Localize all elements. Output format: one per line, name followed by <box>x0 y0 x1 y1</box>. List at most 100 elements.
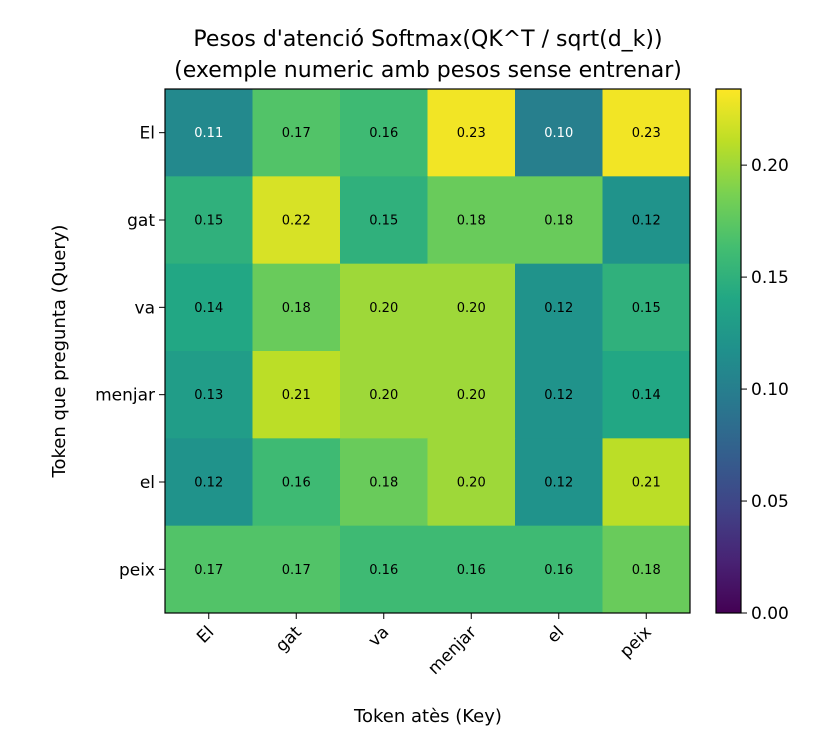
heatmap-cell <box>515 438 603 527</box>
cell-value-label: 0.20 <box>457 476 486 491</box>
heatmap-cell <box>602 351 691 439</box>
cell-value-label: 0.17 <box>282 126 311 141</box>
heatmap-cell <box>252 263 341 352</box>
heatmap-cell <box>602 525 691 614</box>
heatmap-cell <box>340 351 428 439</box>
x-axis-label: Token atès (Key) <box>353 706 502 727</box>
colorbar-tick-label: 0.10 <box>751 380 789 400</box>
cell-value-label: 0.13 <box>194 388 223 403</box>
cell-value-label: 0.20 <box>457 301 486 316</box>
cell-value-label: 0.16 <box>282 476 311 491</box>
cell-value-label: 0.10 <box>544 126 573 141</box>
heatmap-cell <box>515 525 603 614</box>
colorbar-tick-label: 0.05 <box>751 492 789 512</box>
chart-title: Pesos d'atenció Softmax(QK^T / sqrt(d_k)… <box>193 27 662 52</box>
cell-value-label: 0.12 <box>632 214 661 229</box>
cell-value-label: 0.16 <box>457 563 486 578</box>
heatmap-cells <box>165 89 691 614</box>
cell-value-label: 0.14 <box>632 388 661 403</box>
y-axis-label: Token que pregunta (Query) <box>49 225 70 479</box>
y-tick-label: menjar <box>95 386 155 406</box>
x-tick-label: menjar <box>424 622 481 679</box>
cell-value-label: 0.20 <box>369 388 398 403</box>
colorbar-tick-label: 0.20 <box>751 156 789 176</box>
y-tick-label: El <box>140 124 155 144</box>
cell-value-label: 0.15 <box>369 214 398 229</box>
heatmap-cell <box>165 263 253 352</box>
heatmap-cell <box>515 89 603 177</box>
heatmap-cell <box>602 263 691 352</box>
heatmap-cell <box>252 438 341 527</box>
heatmap-cell <box>252 89 341 177</box>
heatmap-cell <box>427 176 516 265</box>
heatmap-cell-labels: 0.11 0.17 0.16 0.23 0.10 0.23 0.15 0.22 0.15 0.18… <box>194 126 660 578</box>
y-tick-label: el <box>140 473 155 493</box>
cell-value-label: 0.16 <box>369 126 398 141</box>
cell-value-label: 0.17 <box>282 563 311 578</box>
heatmap-cell <box>427 525 516 614</box>
cell-value-label: 0.20 <box>369 301 398 316</box>
cell-value-label: 0.18 <box>632 563 661 578</box>
heatmap-cell <box>515 351 603 439</box>
heatmap-cell <box>427 263 516 352</box>
x-tick-label: peix <box>616 622 656 662</box>
cell-value-label: 0.22 <box>282 214 311 229</box>
cell-value-label: 0.20 <box>457 388 486 403</box>
cell-value-label: 0.18 <box>544 214 573 229</box>
cell-value-label: 0.21 <box>282 388 311 403</box>
colorbar-tick-label: 0.15 <box>751 268 789 288</box>
heatmap-cell <box>252 351 341 439</box>
heatmap-cell <box>340 525 428 614</box>
cell-value-label: 0.15 <box>194 214 223 229</box>
heatmap-cell <box>340 438 428 527</box>
heatmap-cell <box>602 438 691 527</box>
cell-value-label: 0.15 <box>632 301 661 316</box>
cell-value-label: 0.12 <box>544 476 573 491</box>
cell-value-label: 0.17 <box>194 563 223 578</box>
heatmap-cell <box>602 89 691 177</box>
y-axis-ticks: El gat va menjar el peix <box>95 124 165 580</box>
heatmap-cell <box>252 525 341 614</box>
heatmap-cell <box>602 176 691 265</box>
cell-value-label: 0.21 <box>632 476 661 491</box>
colorbar <box>715 88 742 614</box>
heatmap-cell <box>340 176 428 265</box>
heatmap-cell <box>165 89 253 177</box>
cell-value-label: 0.18 <box>282 301 311 316</box>
cell-value-label: 0.12 <box>544 388 573 403</box>
colorbar-ticks: 0.00 0.05 0.10 0.15 0.20 <box>741 156 789 624</box>
cell-value-label: 0.14 <box>194 301 223 316</box>
heatmap-cell <box>515 263 603 352</box>
heatmap-cell <box>165 176 253 265</box>
cell-value-label: 0.18 <box>369 476 398 491</box>
heatmap-cell <box>427 351 516 439</box>
heatmap-cell <box>427 89 516 177</box>
cell-value-label: 0.23 <box>632 126 661 141</box>
y-tick-label: peix <box>119 560 155 580</box>
cell-value-label: 0.12 <box>194 476 223 491</box>
cell-value-label: 0.16 <box>369 563 398 578</box>
cell-value-label: 0.18 <box>457 214 486 229</box>
heatmap-cell <box>515 176 603 265</box>
cell-value-label: 0.12 <box>544 301 573 316</box>
heatmap-cell <box>165 351 253 439</box>
x-tick-label: gat <box>272 622 306 656</box>
x-axis-ticks: El gat va menjar el peix <box>193 613 656 679</box>
x-tick-label: El <box>193 622 218 647</box>
heatmap-cell <box>165 438 253 527</box>
cell-value-label: 0.11 <box>194 126 223 141</box>
heatmap-cell <box>165 525 253 614</box>
heatmap-cell <box>340 89 428 177</box>
y-tick-label: gat <box>127 211 155 231</box>
heatmap-cell <box>427 438 516 527</box>
heatmap-cell <box>252 176 341 265</box>
x-tick-label: el <box>543 622 568 647</box>
chart-subtitle: (exemple numeric amb pesos sense entrena… <box>174 58 682 83</box>
x-tick-label: va <box>365 622 394 651</box>
heatmap-cell <box>340 263 428 352</box>
cell-value-label: 0.16 <box>544 563 573 578</box>
colorbar-tick-label: 0.00 <box>751 604 789 624</box>
y-tick-label: va <box>135 298 155 318</box>
plot-frame <box>164 88 691 614</box>
